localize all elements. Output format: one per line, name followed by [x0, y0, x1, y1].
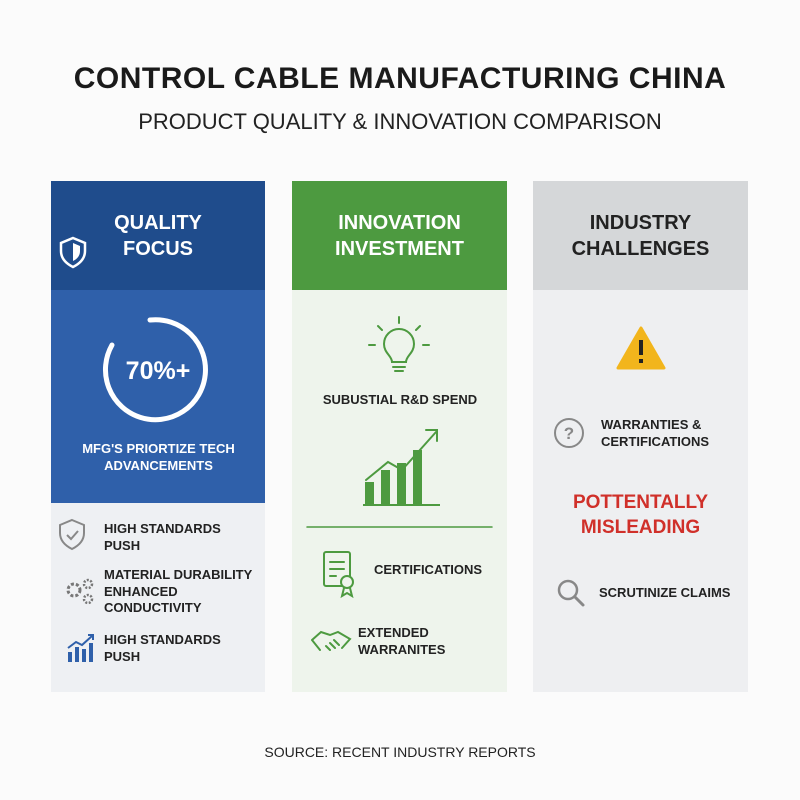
svg-text:?: ? [564, 424, 574, 443]
column-title: INDUSTRY CHALLENGES [571, 212, 710, 260]
item-text: CERTIFICATIONS [374, 561, 483, 577]
warning-text: POTTENTALLY MISLEADING [572, 492, 709, 538]
title: CONTROL CABLE MANUFACTURING CHINA [73, 61, 727, 95]
item-text: SCRUTINIZE CLAIMS [599, 584, 731, 600]
source: SOURCE: RECENT INDUSTRY REPORTS [264, 743, 536, 760]
column-title: QUALITY FOCUS [114, 212, 202, 260]
column-title: INNOVATION INVESTMENT [335, 212, 464, 260]
stat-panel [51, 290, 265, 503]
column-header [292, 181, 507, 290]
subtitle: PRODUCT QUALITY & INNOVATION COMPARISON [138, 108, 662, 134]
item-text: HIGH STANDARDS PUSH [104, 521, 221, 553]
item-text: WARRANTIES & CERTIFICATIONS [601, 417, 710, 449]
item-text: HIGH STANDARDS PUSH [104, 632, 221, 664]
column-header [533, 181, 748, 290]
item-text: SUBUSTIAL R&D SPEND [322, 391, 478, 407]
column-header [51, 181, 265, 290]
stat: 70%+ [125, 356, 191, 385]
stat-caption: MFG'S PRIORTIZE TECH ADVANCEMENTS [82, 441, 235, 473]
column-body [51, 503, 265, 692]
